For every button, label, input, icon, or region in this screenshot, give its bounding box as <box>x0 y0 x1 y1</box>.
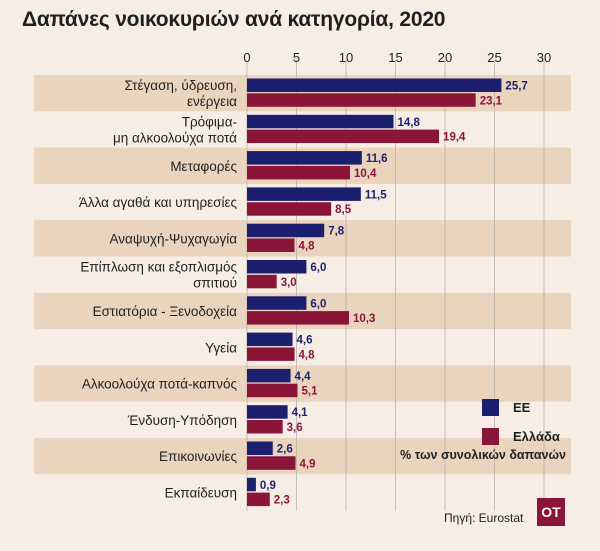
x-tick-label: 30 <box>537 50 551 65</box>
chart-title: Δαπάνες νοικοκυριών ανά κατηγορία, 2020 <box>22 8 446 31</box>
value-label-eu: 7,8 <box>328 226 345 238</box>
bar-eu <box>247 405 288 419</box>
value-label-eu: 14,8 <box>398 117 421 129</box>
bar-eu <box>247 151 362 165</box>
value-label-greece: 4,8 <box>299 241 316 253</box>
category-label: Αλκοολούχα ποτά-καπνός <box>82 377 238 392</box>
value-label-eu: 6,0 <box>310 298 326 310</box>
category-label: Άλλα αγαθά και υπηρεσίες <box>79 195 238 210</box>
bar-greece <box>247 165 350 180</box>
bar-greece <box>247 383 298 398</box>
value-label-greece: 19,4 <box>443 132 466 144</box>
x-tick-label: 20 <box>438 50 452 65</box>
bar-greece <box>247 202 332 216</box>
source-note: Πηγή: Eurostat <box>444 511 524 525</box>
category-label: Τρόφιμα- <box>182 114 237 129</box>
row-band <box>34 438 571 475</box>
legend-swatch-eu <box>482 399 499 416</box>
bar-eu <box>247 187 361 201</box>
bar-greece <box>247 492 270 507</box>
bar-eu <box>247 260 307 274</box>
bar-greece <box>247 129 440 144</box>
x-tick-label: 10 <box>339 50 353 65</box>
legend-swatch-greece <box>482 428 499 445</box>
bar-greece <box>247 420 283 434</box>
ot-logo: OT <box>537 498 565 526</box>
bar-eu <box>247 296 307 310</box>
value-label-eu: 2,6 <box>277 444 293 456</box>
value-label-eu: 6,0 <box>310 262 326 274</box>
value-label-greece: 10,3 <box>353 313 375 325</box>
bar-eu <box>247 223 325 238</box>
category-label: Στέγαση, ύδρευση, <box>124 78 237 93</box>
value-label-eu: 11,6 <box>366 153 388 165</box>
category-label: Εστιατόρια - Ξενοδοχεία <box>93 304 238 319</box>
value-label-eu: 4,1 <box>292 407 309 419</box>
value-label-eu: 4,4 <box>295 371 312 383</box>
value-label-greece: 2,3 <box>274 495 290 507</box>
bar-greece <box>247 274 277 289</box>
category-label: ενέργεια <box>187 94 237 109</box>
value-label-eu: 0,9 <box>260 480 276 492</box>
row-band <box>34 365 571 402</box>
value-label-eu: 25,7 <box>505 81 527 93</box>
bar-greece <box>247 93 476 107</box>
bar-greece <box>247 311 349 325</box>
value-label-greece: 8,5 <box>335 204 352 216</box>
value-label-greece: 3,6 <box>287 422 303 434</box>
value-label-greece: 4,9 <box>300 458 316 470</box>
category-label: Ένδυση-Υπόδηση <box>127 413 237 428</box>
category-label: Επίπλωση και εξοπλισμός <box>80 260 237 275</box>
value-label-greece: 5,1 <box>301 386 318 398</box>
value-label-eu: 11,5 <box>365 189 387 201</box>
x-tick-label: 0 <box>243 50 250 65</box>
category-label: Επικοινωνίες <box>159 449 237 464</box>
category-label: Αναψυχή-Ψυχαγωγία <box>110 231 238 246</box>
legend-label-eu: ΕΕ <box>513 400 531 415</box>
category-label: Μεταφορές <box>170 159 237 174</box>
bar-eu <box>247 332 293 347</box>
value-label-greece: 4,8 <box>299 349 316 361</box>
value-label-greece: 3,0 <box>281 277 297 289</box>
x-tick-label: 5 <box>293 50 300 65</box>
value-label-eu: 4,6 <box>297 335 313 347</box>
bar-greece <box>247 347 295 361</box>
bar-eu <box>247 114 394 129</box>
bar-eu <box>247 78 502 92</box>
legend-label-greece: Ελλάδα <box>513 429 560 444</box>
category-label: Υγεία <box>205 340 237 355</box>
category-label: μη αλκοολούχα ποτά <box>113 130 237 145</box>
category-label: σπιτιού <box>193 276 237 291</box>
bar-greece <box>247 238 295 252</box>
bar-eu <box>247 477 256 492</box>
bar-eu <box>247 441 273 455</box>
bar-eu <box>247 368 291 383</box>
value-label-greece: 23,1 <box>480 95 503 107</box>
bar-greece <box>247 456 296 470</box>
x-tick-label: 15 <box>388 50 402 65</box>
category-label: Εκπαίδευση <box>165 485 237 500</box>
value-label-greece: 10,4 <box>354 168 377 180</box>
x-tick-label: 25 <box>487 50 501 65</box>
unit-label: % των συνολικών δαπανών <box>400 448 566 462</box>
